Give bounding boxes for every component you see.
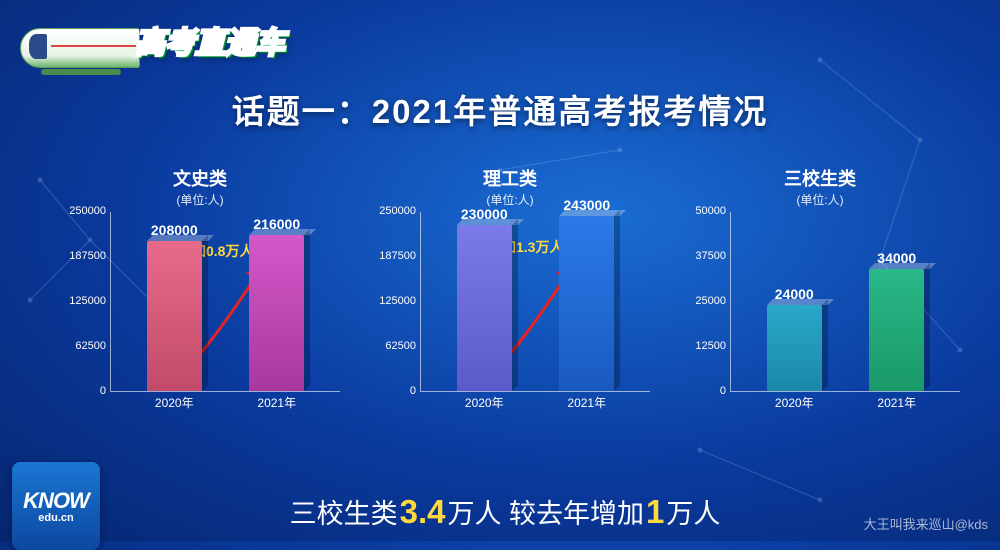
- chart-plot: 0625001250001875002500002080002020年21600…: [110, 212, 340, 392]
- y-tick: 37500: [681, 250, 726, 262]
- bar-wrap: 2160002021年: [249, 216, 304, 391]
- x-label: 2021年: [162, 394, 391, 411]
- bar-wrap: 340002021年: [869, 250, 924, 391]
- y-tick: 187500: [61, 250, 106, 262]
- bar-wrap: 2300002020年: [457, 206, 512, 391]
- footer: KNOW edu.cn 三校生类3.4万人 较去年增加1万人: [0, 481, 1000, 541]
- chart-name: 理工类: [370, 165, 650, 191]
- chart-plot: 012500250003750050000240002020年340002021…: [730, 212, 960, 392]
- y-tick: 250000: [61, 205, 106, 217]
- know-logo-line2: edu.cn: [38, 512, 73, 524]
- bar: [559, 216, 614, 391]
- know-logo: KNOW edu.cn: [12, 462, 100, 550]
- train-icon: [20, 28, 140, 68]
- chart: 三校生类(单位:人)012500250003750050000240002020…: [680, 165, 960, 445]
- banner-text: 高考直通车: [135, 18, 285, 62]
- bar: [457, 225, 512, 391]
- chart: 理工类(单位:人)增加1.3万人062500125000187500250000…: [370, 165, 650, 445]
- y-tick: 187500: [371, 250, 416, 262]
- y-tick: 50000: [681, 205, 726, 217]
- y-tick: 25000: [681, 295, 726, 307]
- y-tick: 12500: [681, 340, 726, 352]
- page-title: 话题一：2021年普通高考报考情况: [0, 85, 1000, 133]
- chart-name: 文史类: [60, 165, 340, 191]
- know-logo-line1: KNOW: [23, 488, 89, 514]
- chart-plot: 0625001250001875002500002300002020年24300…: [420, 212, 650, 392]
- bar: [869, 269, 924, 391]
- y-tick: 62500: [61, 340, 106, 352]
- watermark: 大王叫我来巡山@kds: [864, 514, 988, 533]
- x-label: 2021年: [472, 394, 701, 411]
- bar-wrap: 2080002020年: [147, 222, 202, 391]
- x-label: 2021年: [782, 394, 1000, 411]
- bar-wrap: 240002020年: [767, 286, 822, 391]
- charts-row: 文史类(单位:人)增加0.8万人062500125000187500250000…: [60, 165, 960, 445]
- y-tick: 125000: [371, 295, 416, 307]
- bar: [767, 305, 822, 391]
- bar-wrap: 2430002021年: [559, 197, 614, 391]
- y-tick: 125000: [61, 295, 106, 307]
- y-tick: 62500: [371, 340, 416, 352]
- logo-block: 高考直通车: [20, 8, 320, 68]
- chart: 文史类(单位:人)增加0.8万人062500125000187500250000…: [60, 165, 340, 445]
- y-tick: 250000: [371, 205, 416, 217]
- bar: [249, 235, 304, 391]
- bar: [147, 241, 202, 391]
- chart-name: 三校生类: [680, 165, 960, 191]
